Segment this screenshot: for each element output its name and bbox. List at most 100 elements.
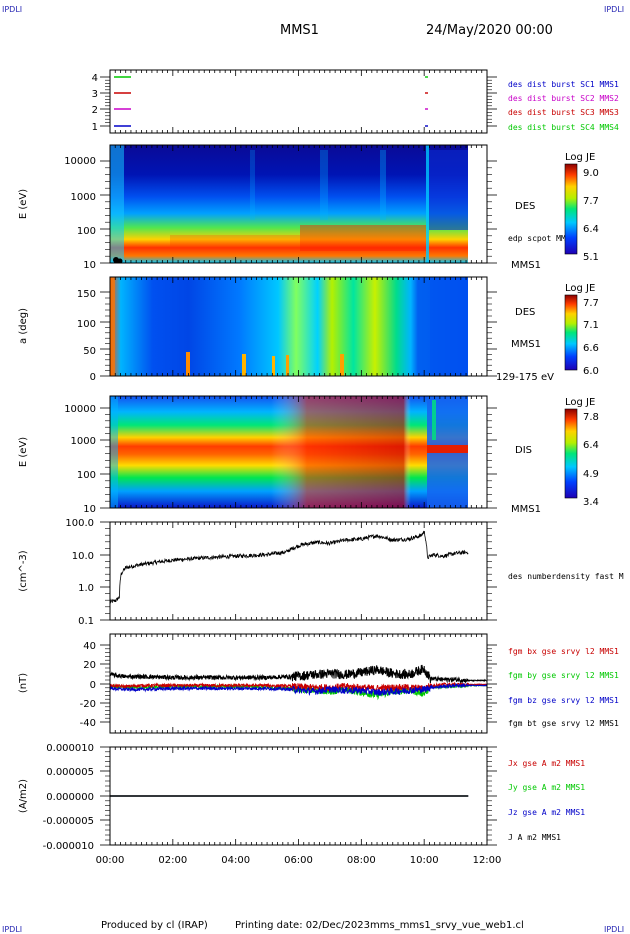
current-ytick-1e-5: 0.000010 bbox=[46, 743, 94, 754]
current-legend-jz: Jz gse A m2 MMS1 bbox=[508, 808, 585, 817]
des-pitch-ytick-0: 0 bbox=[90, 372, 96, 383]
des-pitch-ylabel: a (deg) bbox=[18, 308, 29, 344]
density-legend: des numberdensity fast M bbox=[508, 572, 624, 581]
time-axis: 00:00 02:00 04:00 06:00 08:00 10:00 12:0… bbox=[96, 855, 502, 866]
time-tick-3: 06:00 bbox=[284, 855, 313, 866]
fgm-ytick-40: 40 bbox=[83, 641, 96, 652]
corner-label-bottom-right: IPDLI bbox=[604, 925, 624, 934]
fgm-series-bt bbox=[110, 664, 487, 684]
time-tick-5: 10:00 bbox=[410, 855, 439, 866]
fgm-legend-bx: fgm bx gse srvy l2 MMS1 bbox=[508, 647, 619, 656]
corner-label-bottom-left: IPDLI bbox=[2, 925, 22, 934]
dis-energy-ytick-1000: 1000 bbox=[71, 436, 96, 447]
dis-energy-colorbar-tick-min: 3.4 bbox=[583, 497, 599, 508]
footer-filename: mms_mms1_srvy_vue_web1.cl bbox=[370, 920, 524, 931]
des-energy-colorbar bbox=[564, 163, 578, 255]
burst-ytick-2: 2 bbox=[92, 105, 98, 116]
time-tick-6: 12:00 bbox=[473, 855, 502, 866]
dis-energy-instrument: DIS bbox=[515, 445, 532, 456]
density-ylabel: (cm^-3) bbox=[18, 550, 29, 591]
current-ytick-0: 0.000000 bbox=[46, 792, 94, 803]
time-tick-0: 00:00 bbox=[96, 855, 125, 866]
current-ytick-minus5e-6: -0.000005 bbox=[43, 816, 94, 827]
fgm-ytick-minus40: -40 bbox=[80, 718, 96, 729]
burst-ytick-4: 4 bbox=[92, 73, 98, 84]
current-panel: (A/m2) 0.000010 0.000005 0.000000 -0.000… bbox=[18, 743, 585, 852]
corner-label-top-right: IPDLI bbox=[604, 5, 624, 14]
current-ytick-5e-6: 0.000005 bbox=[46, 767, 94, 778]
dis-energy-ytick-10: 10 bbox=[83, 504, 96, 515]
des-pitch-colorbar-tick-min: 6.0 bbox=[583, 366, 599, 377]
burst-legend-sc3: des dist burst SC3 MMS3 bbox=[508, 108, 619, 117]
des-pitch-ytick-50: 50 bbox=[83, 346, 96, 357]
des-energy-colorbar-title: Log JE bbox=[565, 152, 595, 163]
des-energy-ytick-10: 10 bbox=[83, 260, 96, 271]
dis-energy-panel: E (eV) 10000 1000 100 10 DIS MMS1 Log JE… bbox=[18, 395, 599, 515]
current-ytick-minus1e-5: -0.000010 bbox=[43, 841, 94, 852]
des-pitch-sc-label: MMS1 bbox=[511, 339, 541, 350]
des-pitch-ytick-150: 150 bbox=[77, 289, 96, 300]
des-pitch-panel: a (deg) 150 100 50 0 DES MMS1 129-175 eV… bbox=[18, 276, 599, 383]
density-series-line bbox=[110, 530, 469, 605]
des-energy-instrument: DES bbox=[515, 201, 535, 212]
dis-energy-sc-label: MMS1 bbox=[511, 504, 541, 515]
fgm-legend-bt: fgm bt gse srvy l2 MMS1 bbox=[508, 719, 619, 728]
des-pitch-energy-range: 129-175 eV bbox=[496, 372, 554, 383]
time-tick-2: 04:00 bbox=[221, 855, 250, 866]
burst-legend-sc4: des dist burst SC4 MMS4 bbox=[508, 123, 619, 132]
time-tick-4: 08:00 bbox=[347, 855, 376, 866]
des-pitch-colorbar-tick-2: 7.1 bbox=[583, 320, 599, 331]
density-ytick-100: 100.0 bbox=[65, 518, 94, 529]
fgm-ytick-minus20: -20 bbox=[80, 699, 96, 710]
des-pitch-ytick-100: 100 bbox=[77, 319, 96, 330]
dis-energy-colorbar-tick-2: 6.4 bbox=[583, 440, 599, 451]
fgm-legend-by: fgm by gse srvy l2 MMS1 bbox=[508, 671, 619, 680]
des-energy-spectrogram bbox=[110, 145, 468, 263]
des-energy-ytick-10000: 10000 bbox=[64, 156, 96, 167]
burst-legend-sc1: des dist burst SC1 MMS1 bbox=[508, 80, 619, 89]
des-pitch-colorbar-title: Log JE bbox=[565, 283, 595, 294]
fgm-ytick-0: 0 bbox=[90, 680, 96, 691]
corner-label-top-left: IPDLI bbox=[2, 5, 22, 14]
dis-energy-ylabel: E (eV) bbox=[18, 437, 29, 467]
current-legend-jx: Jx gse A m2 MMS1 bbox=[508, 759, 585, 768]
density-ytick-1: 1.0 bbox=[78, 583, 94, 594]
density-ytick-10: 10.0 bbox=[72, 551, 94, 562]
dis-energy-colorbar-tick-3: 4.9 bbox=[583, 469, 599, 480]
fgm-series-bz bbox=[110, 682, 487, 696]
axis-ticks bbox=[100, 70, 497, 846]
burst-ytick-3: 3 bbox=[92, 89, 98, 100]
density-ytick-0.1: 0.1 bbox=[78, 616, 94, 627]
plot-datetime: 24/May/2020 00:00 bbox=[426, 23, 553, 38]
fgm-ylabel: (nT) bbox=[18, 673, 29, 693]
burst-panel: 4 3 2 1 des dist burst SC1 MMS1 des dist… bbox=[92, 69, 619, 134]
fgm-legend-bz: fgm bz gse srvy l2 MMS1 bbox=[508, 696, 619, 705]
time-tick-1: 02:00 bbox=[158, 855, 187, 866]
footer-printing-date: Printing date: 02/Dec/2023 bbox=[235, 920, 370, 931]
dis-energy-ytick-100: 100 bbox=[77, 470, 96, 481]
des-pitch-colorbar-tick-max: 7.7 bbox=[583, 298, 599, 309]
current-legend-j: J A m2 MMS1 bbox=[508, 833, 561, 842]
des-energy-ylabel: E (eV) bbox=[18, 189, 29, 219]
des-pitch-instrument: DES bbox=[515, 307, 535, 318]
burst-legend-sc2: des dist burst SC2 MMS2 bbox=[508, 94, 619, 103]
density-panel: (cm^-3) 100.0 10.0 1.0 0.1 des numberden… bbox=[18, 518, 624, 627]
des-energy-panel: E (eV) 10000 1000 100 10 DES edp scpot M… bbox=[18, 144, 599, 271]
des-pitch-colorbar-tick-3: 6.6 bbox=[583, 343, 599, 354]
des-energy-sc-label: MMS1 bbox=[511, 260, 541, 271]
plot-title: MMS1 bbox=[280, 23, 319, 38]
des-energy-colorbar-tick-3: 6.4 bbox=[583, 224, 599, 235]
des-energy-colorbar-tick-min: 5.1 bbox=[583, 252, 599, 263]
current-legend-jy: Jy gse A m2 MMS1 bbox=[508, 783, 585, 792]
des-energy-colorbar-tick-max: 9.0 bbox=[583, 168, 599, 179]
des-energy-colorbar-tick-2: 7.7 bbox=[583, 196, 599, 207]
des-energy-ytick-100: 100 bbox=[77, 226, 96, 237]
fgm-panel: (nT) 40 20 0 -20 -40 fgm bx gse srvy l2 … bbox=[18, 633, 619, 734]
burst-ytick-1: 1 bbox=[92, 122, 98, 133]
fgm-ytick-20: 20 bbox=[83, 660, 96, 671]
des-pitch-colorbar bbox=[564, 294, 578, 371]
dis-energy-colorbar-title: Log JE bbox=[565, 397, 595, 408]
footer-produced-by: Produced by cl (IRAP) bbox=[101, 920, 208, 931]
des-energy-ytick-1000: 1000 bbox=[71, 192, 96, 203]
